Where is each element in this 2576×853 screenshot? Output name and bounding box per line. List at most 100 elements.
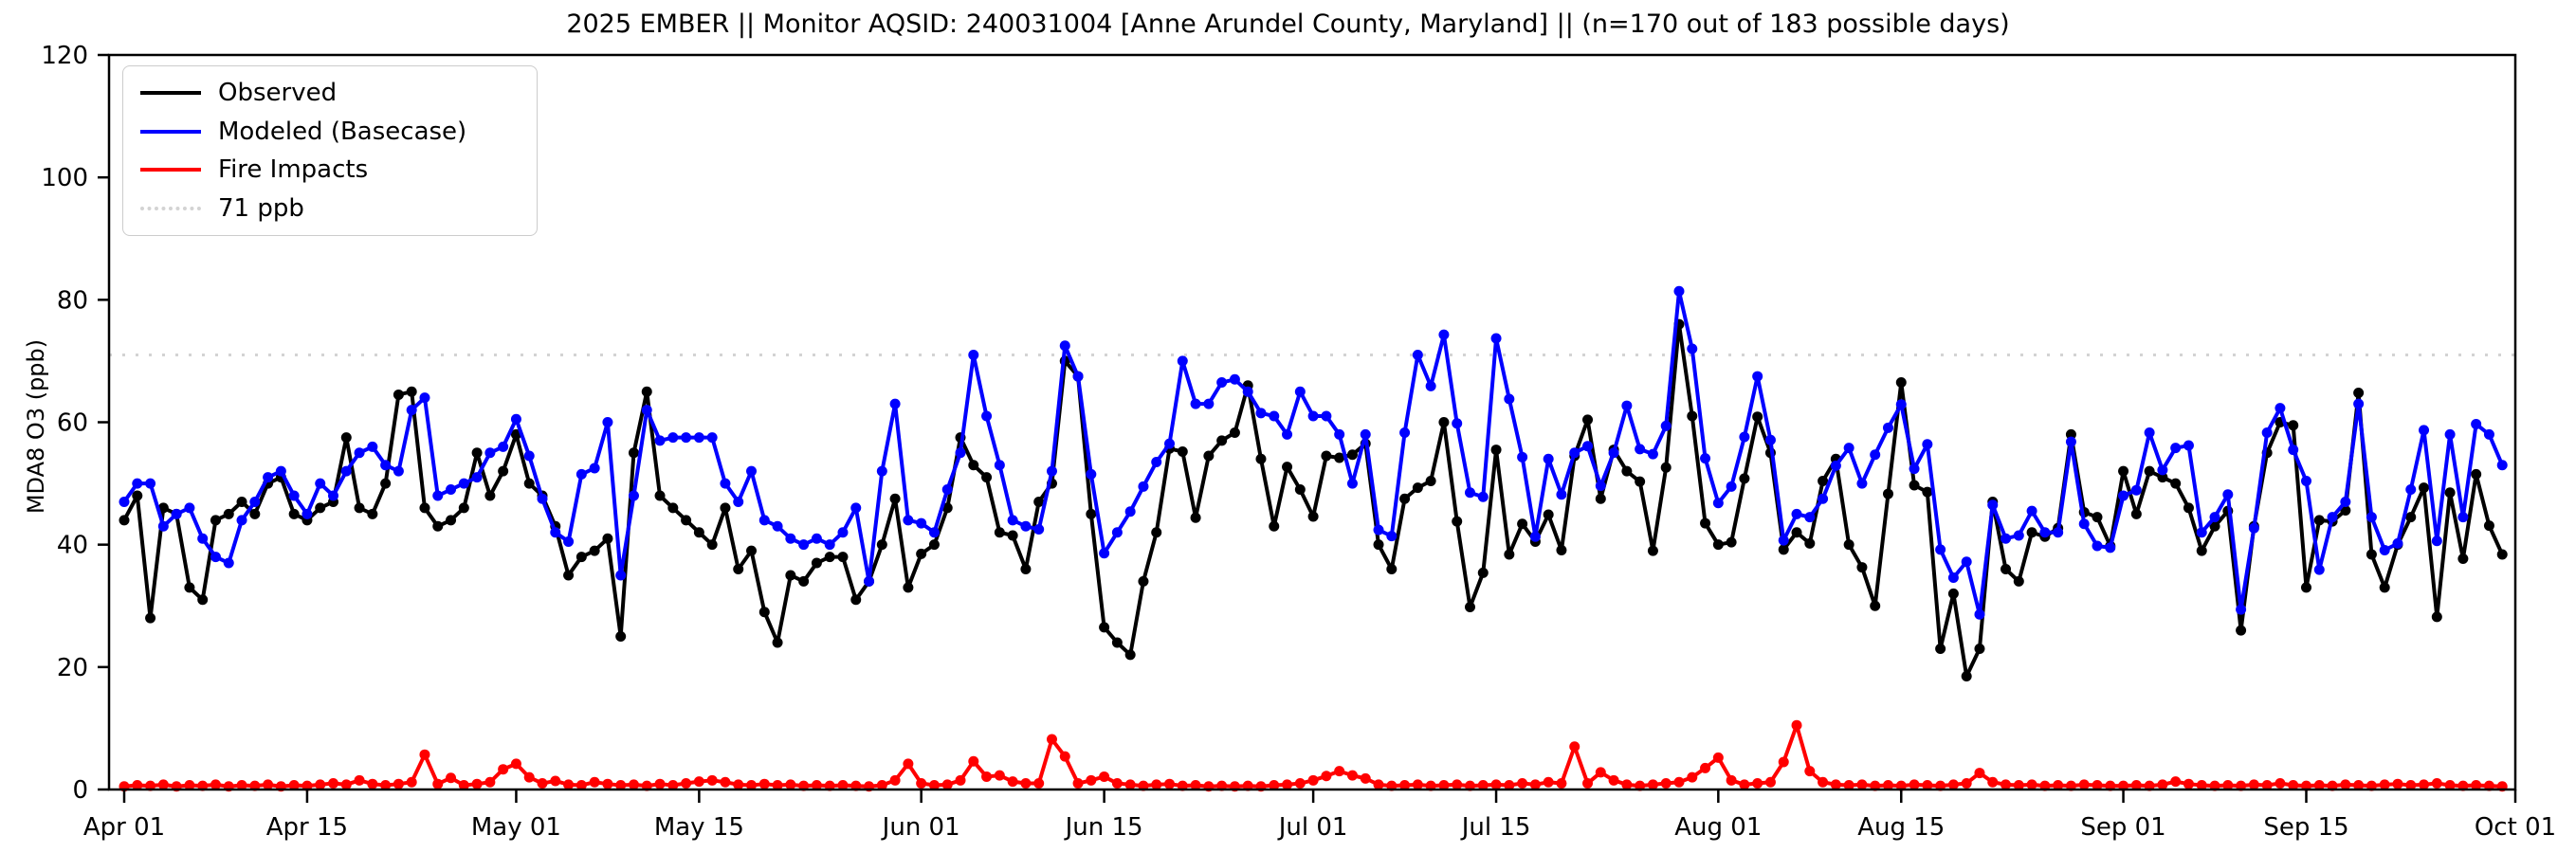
data-point <box>1020 564 1032 574</box>
data-point <box>1804 512 1816 523</box>
data-point <box>380 779 392 790</box>
data-point <box>941 484 953 496</box>
data-point <box>1033 496 1045 507</box>
data-point <box>2001 533 2012 544</box>
data-point <box>2419 779 2430 790</box>
data-point <box>419 749 430 760</box>
chart-title: 2025 EMBER || Monitor AQSID: 240031004 [… <box>566 9 2010 39</box>
data-point <box>589 463 600 474</box>
data-point <box>1294 386 1306 397</box>
data-point <box>681 432 692 444</box>
data-point <box>1882 779 1893 790</box>
x-tick-label: Jul 15 <box>1460 813 1531 842</box>
legend-box: Observed Modeled (Basecase) Fire Impacts… <box>122 65 538 236</box>
data-point <box>1477 567 1489 578</box>
data-point <box>2065 428 2076 440</box>
data-point <box>758 607 770 618</box>
data-point <box>288 779 300 790</box>
data-point <box>1804 537 1816 549</box>
data-point <box>1216 435 1228 446</box>
x-tick-label: Aug 01 <box>1674 813 1762 842</box>
data-point <box>1987 499 1999 511</box>
data-point <box>1778 544 1789 555</box>
data-point <box>941 502 953 514</box>
data-point <box>1660 462 1672 473</box>
data-point <box>380 478 392 489</box>
data-point <box>1987 776 1999 788</box>
data-point <box>1608 447 1619 459</box>
data-point <box>1791 508 1802 519</box>
data-point <box>367 508 378 519</box>
data-point <box>1621 400 1633 411</box>
data-point <box>2236 625 2247 636</box>
data-point <box>1818 493 1829 504</box>
data-point <box>758 515 770 526</box>
data-point <box>1687 410 1698 422</box>
data-point <box>1033 778 1045 789</box>
data-point <box>2130 508 2142 519</box>
data-point <box>1046 465 1057 477</box>
data-point <box>236 515 247 526</box>
data-point <box>1072 778 1084 789</box>
data-point <box>1190 779 1201 790</box>
data-point <box>981 410 993 422</box>
data-point <box>406 386 417 397</box>
data-point <box>903 758 914 770</box>
data-point <box>2392 778 2403 789</box>
data-point <box>641 386 652 397</box>
data-point <box>1687 771 1698 783</box>
data-point <box>275 465 286 477</box>
data-point <box>2157 472 2168 483</box>
data-point <box>2471 418 2482 429</box>
data-point <box>994 460 1005 471</box>
data-point <box>1726 774 1737 786</box>
data-point <box>1818 776 1829 788</box>
data-point <box>2313 564 2325 575</box>
data-point <box>157 520 169 532</box>
data-point <box>498 764 509 775</box>
data-point <box>772 779 783 790</box>
data-point <box>1922 439 1933 450</box>
data-point <box>1621 465 1633 477</box>
data-point <box>471 778 483 789</box>
data-point <box>811 779 822 790</box>
data-point <box>968 755 979 767</box>
data-point <box>916 778 927 789</box>
data-point <box>2275 778 2286 789</box>
data-point <box>2261 779 2273 790</box>
data-point <box>315 502 326 514</box>
data-point <box>1490 779 1502 790</box>
data-point <box>785 570 796 581</box>
data-point <box>132 779 143 790</box>
data-point <box>263 472 274 483</box>
data-point <box>2353 779 2365 790</box>
data-point <box>706 539 718 551</box>
legend-item-modeled: Modeled (Basecase) <box>123 119 537 144</box>
data-point <box>2222 489 2234 500</box>
data-point <box>1974 643 1985 654</box>
data-point <box>994 527 1005 538</box>
data-point <box>1464 602 1475 613</box>
data-point <box>1477 491 1489 502</box>
data-point <box>994 770 1005 781</box>
data-point <box>1947 588 1959 599</box>
data-point <box>1635 444 1646 455</box>
data-point <box>2130 779 2142 790</box>
data-point <box>223 557 234 569</box>
data-point <box>1086 774 1097 786</box>
x-tick-label: May 15 <box>654 813 744 842</box>
data-point <box>876 465 887 477</box>
data-point <box>2353 388 2365 398</box>
data-point <box>1111 637 1123 648</box>
data-point <box>1059 340 1070 352</box>
data-point <box>2483 428 2494 440</box>
data-point <box>1961 778 1972 789</box>
data-point <box>184 502 195 514</box>
data-point <box>1282 462 1293 473</box>
data-point <box>1124 779 1136 790</box>
data-point <box>2379 582 2390 593</box>
data-point <box>1399 426 1411 438</box>
data-point <box>1334 452 1345 463</box>
legend-item-fire: Fire Impacts <box>123 157 537 182</box>
data-point <box>2209 520 2220 532</box>
